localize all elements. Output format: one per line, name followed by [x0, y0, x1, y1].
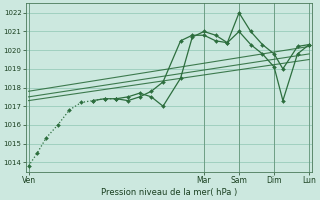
X-axis label: Pression niveau de la mer( hPa ): Pression niveau de la mer( hPa )	[101, 188, 237, 197]
